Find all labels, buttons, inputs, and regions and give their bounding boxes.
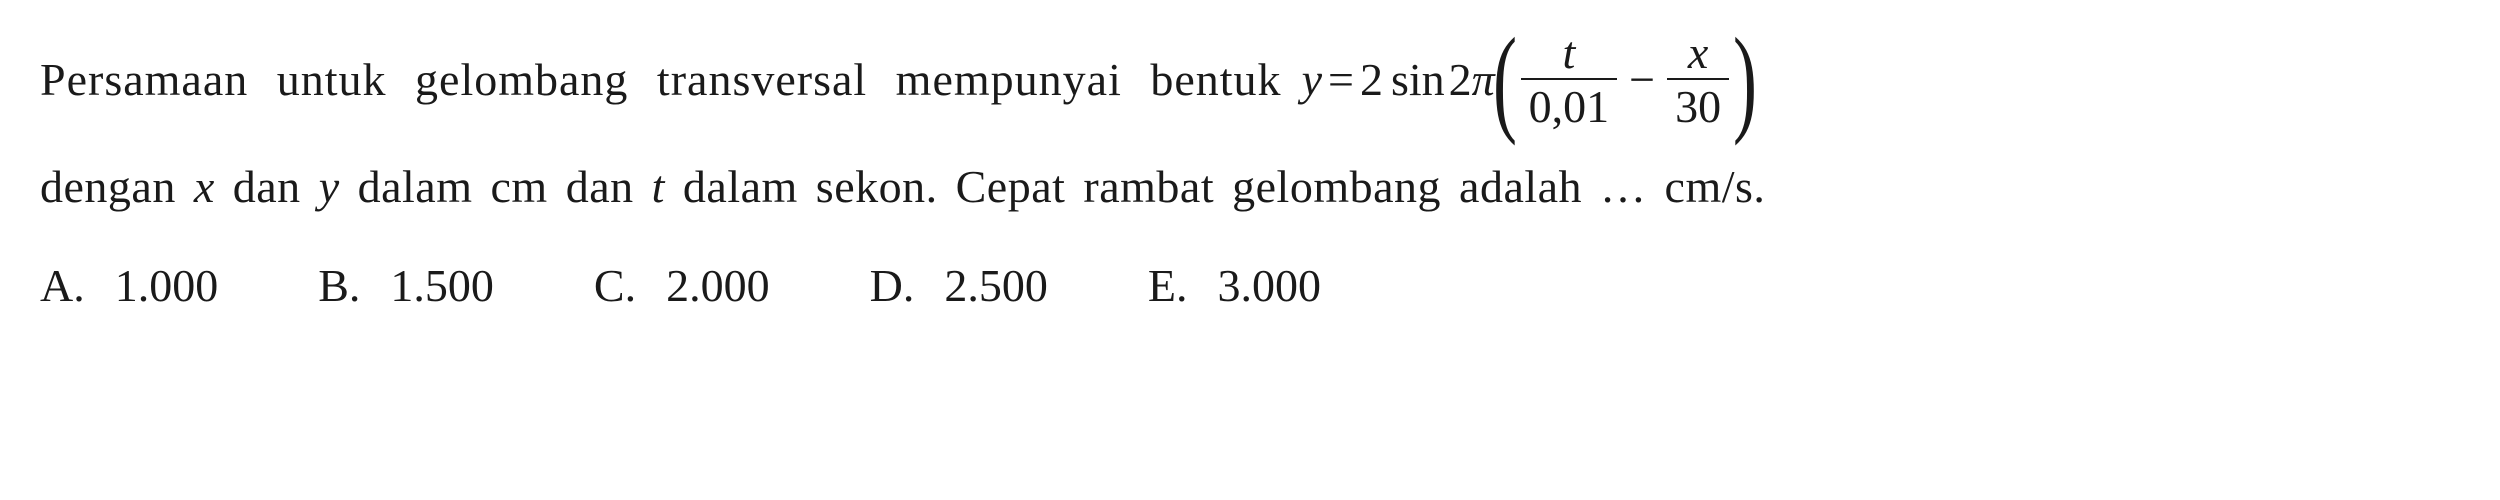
option-e[interactable]: E. 3.000: [1148, 254, 1321, 318]
equals-sign: =: [1328, 43, 1354, 117]
option-value: 1.500: [390, 254, 494, 318]
option-a[interactable]: A. 1.000: [40, 254, 218, 318]
question-line-2: dengan x dan y dalam cm dan t dalam seko…: [40, 150, 2460, 224]
frac2-den: 30: [1667, 78, 1729, 130]
frac2-num: x: [1680, 30, 1716, 78]
fraction-x: x 30: [1667, 30, 1729, 130]
option-value: 2.500: [944, 254, 1048, 318]
frac1-num: t: [1555, 30, 1584, 78]
option-label: E.: [1148, 254, 1188, 318]
option-label: B.: [318, 254, 360, 318]
wave-equation: y = 2 sin 2 π ( t 0,01 − x 30 ): [1302, 30, 1756, 130]
text-mid1: dan: [215, 161, 319, 212]
two-pi-2: 2: [1449, 43, 1472, 117]
coef-2: 2: [1360, 43, 1383, 117]
sin-function: sin: [1391, 43, 1445, 117]
option-d[interactable]: D. 2.500: [870, 254, 1048, 318]
option-value: 2.000: [666, 254, 770, 318]
var-y-2: y: [319, 161, 340, 212]
var-x: x: [194, 161, 215, 212]
left-paren: (: [1493, 32, 1517, 128]
option-label: D.: [870, 254, 915, 318]
right-paren: ): [1733, 32, 1757, 128]
var-t: t: [652, 161, 665, 212]
text-mid2: dalam cm dan: [340, 161, 652, 212]
text-prefix: dengan: [40, 161, 194, 212]
question-block: Persamaan untuk gelombang transversal me…: [40, 30, 2460, 318]
answer-options: A. 1.000 B. 1.500 C. 2.000 D. 2.500 E. 3…: [40, 254, 2460, 318]
frac1-den: 0,01: [1521, 78, 1618, 130]
text-suffix: dalam sekon. Cepat rambat gelombang adal…: [665, 161, 1766, 212]
option-c[interactable]: C. 2.000: [594, 254, 770, 318]
var-y: y: [1302, 43, 1322, 117]
option-label: A.: [40, 254, 85, 318]
option-value: 1.000: [115, 254, 219, 318]
question-line-1: Persamaan untuk gelombang transversal me…: [40, 30, 2460, 130]
option-b[interactable]: B. 1.500: [318, 254, 494, 318]
option-value: 3.000: [1217, 254, 1321, 318]
two-pi-pi: π: [1472, 43, 1495, 117]
option-label: C.: [594, 254, 636, 318]
question-text-1: Persamaan untuk gelombang transversal me…: [40, 43, 1282, 117]
fraction-t: t 0,01: [1521, 30, 1618, 130]
minus-sign: −: [1629, 43, 1655, 117]
